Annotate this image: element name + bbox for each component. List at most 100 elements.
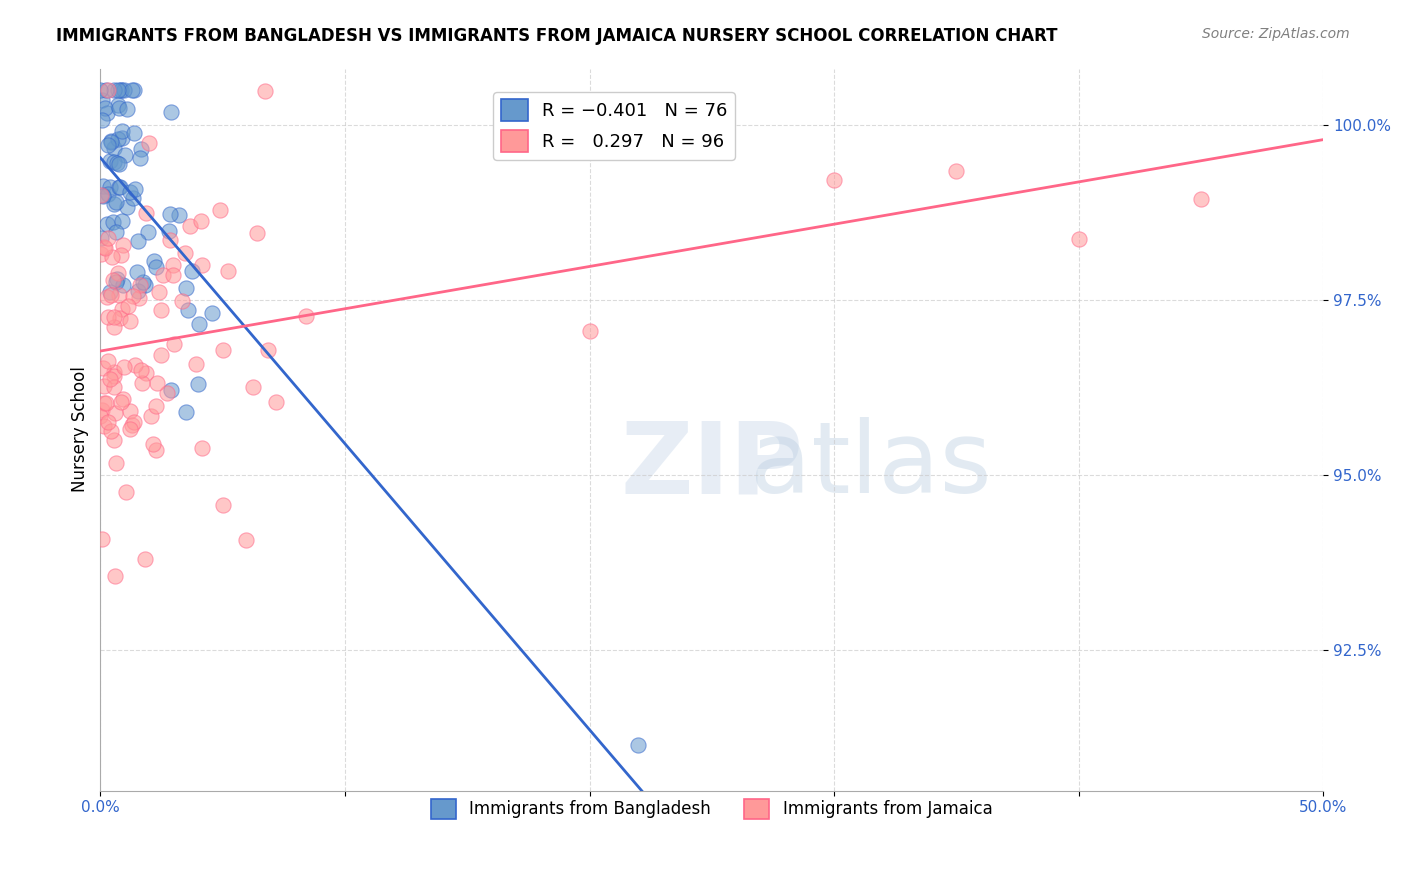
Point: [104, 569, 127, 583]
Point: [245, 226, 267, 240]
Point: [97, 82, 120, 96]
Point: [118, 404, 141, 418]
Point: [142, 253, 165, 268]
Point: [120, 314, 142, 328]
Point: [100, 288, 122, 302]
Point: [108, 288, 131, 302]
Point: [107, 132, 129, 146]
Point: [179, 219, 201, 233]
Point: [124, 182, 146, 196]
Point: [174, 281, 197, 295]
Point: [191, 441, 214, 455]
Point: [129, 151, 152, 165]
Point: [256, 343, 278, 358]
Point: [627, 738, 650, 752]
Point: [127, 234, 149, 248]
Point: [136, 225, 159, 239]
Point: [110, 247, 132, 261]
Point: [177, 303, 200, 318]
Point: [103, 196, 125, 211]
Point: [117, 200, 139, 214]
Point: [114, 485, 136, 500]
Point: [103, 319, 125, 334]
Point: [1189, 192, 1212, 206]
Point: [101, 273, 124, 287]
Point: [128, 291, 150, 305]
Point: [91, 403, 114, 417]
Point: [163, 337, 186, 351]
Point: [150, 303, 173, 318]
Point: [107, 82, 129, 96]
Point: [111, 124, 134, 138]
Point: [162, 268, 184, 282]
Point: [100, 424, 122, 438]
Point: [97, 186, 120, 201]
Point: [578, 324, 600, 338]
Point: [111, 131, 134, 145]
Point: [111, 392, 134, 406]
Point: [132, 275, 155, 289]
Point: [94, 241, 117, 255]
Point: [108, 311, 131, 326]
Point: [145, 442, 167, 457]
Point: [145, 260, 167, 274]
Point: [97, 354, 120, 368]
Point: [98, 372, 121, 386]
Point: [129, 363, 152, 377]
Point: [108, 180, 131, 194]
Point: [121, 82, 143, 96]
Point: [118, 185, 141, 199]
Point: [142, 436, 165, 450]
Point: [105, 272, 128, 286]
Point: [211, 343, 233, 357]
Point: [135, 366, 157, 380]
Point: [1067, 232, 1090, 246]
Point: [117, 299, 139, 313]
Point: [91, 360, 114, 375]
Point: [134, 552, 156, 566]
Point: [124, 359, 146, 373]
Point: [93, 240, 115, 254]
Point: [125, 265, 148, 279]
Point: [101, 215, 124, 229]
Point: [187, 318, 209, 332]
Point: [139, 409, 162, 423]
Point: [90, 188, 112, 202]
Text: ZIP: ZIP: [620, 417, 803, 514]
Point: [103, 433, 125, 447]
Point: [93, 395, 115, 409]
Point: [89, 409, 111, 423]
Point: [121, 418, 143, 433]
Point: [96, 290, 118, 304]
Point: [91, 178, 114, 193]
Point: [159, 207, 181, 221]
Point: [98, 285, 121, 299]
Point: [110, 82, 132, 96]
Point: [201, 306, 224, 320]
Text: IMMIGRANTS FROM BANGLADESH VS IMMIGRANTS FROM JAMAICA NURSERY SCHOOL CORRELATION: IMMIGRANTS FROM BANGLADESH VS IMMIGRANTS…: [56, 27, 1057, 45]
Point: [160, 383, 183, 397]
Point: [190, 258, 212, 272]
Point: [105, 275, 128, 289]
Point: [91, 93, 114, 107]
Point: [212, 498, 235, 512]
Point: [823, 172, 845, 186]
Point: [103, 380, 125, 394]
Point: [242, 380, 264, 394]
Point: [107, 97, 129, 112]
Point: [91, 113, 114, 128]
Point: [122, 289, 145, 303]
Point: [112, 82, 135, 96]
Point: [107, 266, 129, 280]
Point: [112, 277, 135, 292]
Point: [254, 84, 277, 98]
Point: [138, 136, 160, 150]
Point: [131, 376, 153, 391]
Point: [208, 202, 231, 217]
Point: [98, 154, 121, 169]
Point: [111, 213, 134, 227]
Point: [105, 225, 128, 239]
Point: [91, 533, 114, 547]
Point: [103, 365, 125, 379]
Point: [103, 155, 125, 169]
